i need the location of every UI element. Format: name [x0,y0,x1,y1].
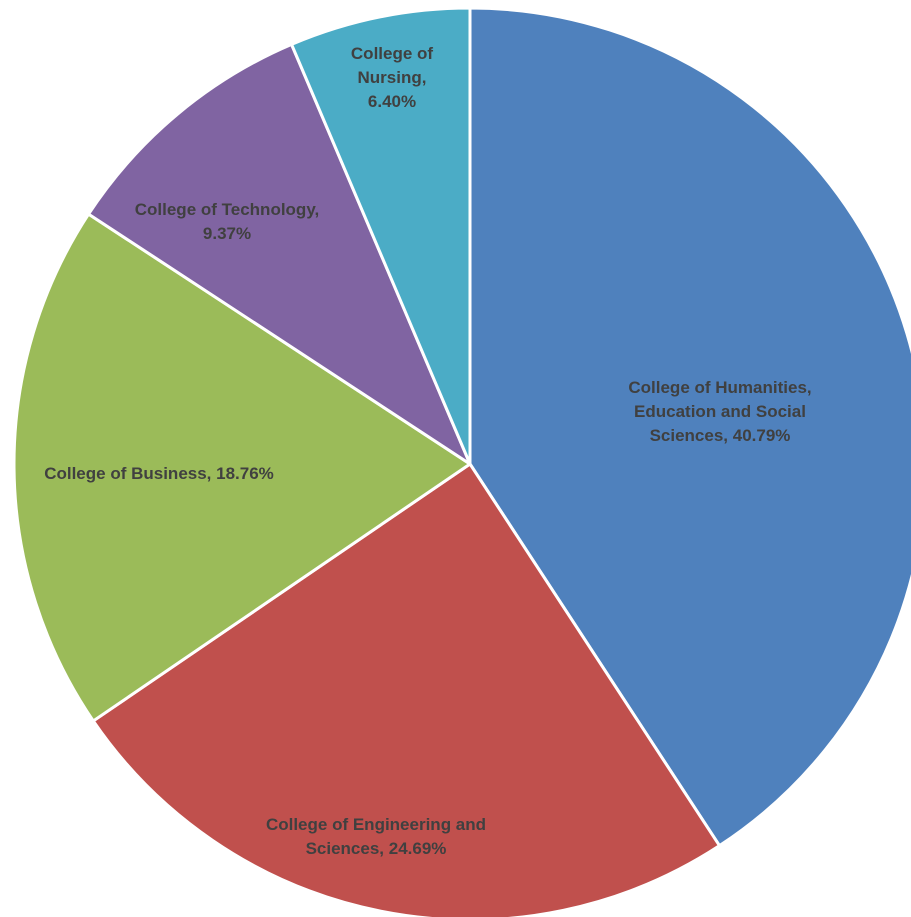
slice-label-line: 6.40% [368,92,416,111]
slices-layer [12,6,911,917]
pie-slice-college-of-business[interactable] [12,212,472,723]
slice-label-line: College of Business, 18.76% [44,464,274,483]
slice-label-line: Sciences, 40.79% [650,426,791,445]
pie-slice-college-of-technology[interactable] [87,42,472,466]
labels-layer: College of Humanities, Education and Soci… [44,44,811,858]
pie-slice-college-of-nursing[interactable] [290,6,472,466]
slice-label-line: Education and Social [634,402,806,421]
slice-label-line: Sciences, 24.69% [306,839,447,858]
pie-slice-college-of-humanities-education-and-social-sciences[interactable] [468,6,911,848]
slice-label-line: College of Technology, [135,200,320,219]
slice-label-line: Nursing, [358,68,427,87]
slice-label-college-of-engineering-and-sciences: College of Engineering and Sciences, 24.6… [266,815,486,858]
slice-label-college-of-humanities-education-and-social-sciences: College of Humanities, Education and Soci… [628,378,811,445]
pie-slice-college-of-engineering-and-sciences[interactable] [91,462,721,917]
slice-label-line: College of Humanities, [628,378,811,397]
slice-label-college-of-nursing: College of Nursing, 6.40% [351,44,434,111]
slice-label-line: 9.37% [203,224,251,243]
slice-label-college-of-technology: College of Technology, 9.37% [135,200,320,243]
slice-label-college-of-business: College of Business, 18.76% [44,464,274,483]
slice-label-line: College of Engineering and [266,815,486,834]
slice-label-line: College of [351,44,434,63]
